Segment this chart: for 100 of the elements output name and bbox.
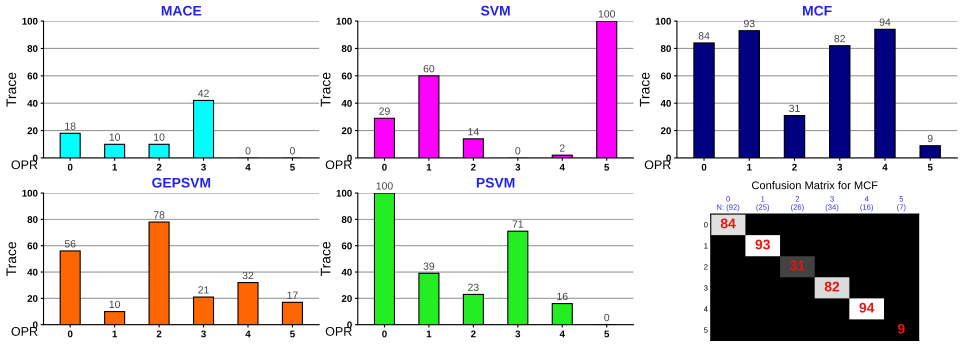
- x-tick-label: 2: [156, 164, 162, 171]
- x-tick-label: 5: [290, 164, 295, 171]
- data-label: 0: [290, 147, 295, 154]
- y-tick-label: 100: [656, 18, 671, 25]
- x-tick-label: 3: [515, 330, 520, 338]
- x-tick-label: 2: [156, 330, 162, 338]
- y-tick-label: 100: [22, 18, 38, 25]
- data-label: 78: [154, 211, 164, 219]
- chart-title: MCF: [803, 6, 832, 16]
- y-tick-label: 40: [660, 100, 671, 107]
- data-label: 100: [598, 10, 615, 18]
- data-label: 17: [287, 292, 298, 299]
- y-tick-label: 40: [342, 268, 352, 276]
- x-tick-label: 3: [201, 164, 206, 171]
- data-label: 42: [198, 90, 209, 97]
- x-tick-label: 5: [290, 330, 295, 338]
- x-tick-label: 3: [201, 330, 206, 338]
- data-label: 60: [424, 64, 434, 72]
- y-tick-label: 20: [342, 127, 352, 134]
- x-tick-label: 4: [560, 330, 565, 338]
- y-tick-label: 20: [342, 295, 352, 302]
- y-tick-label: 100: [336, 18, 352, 25]
- data-label: 14: [468, 128, 479, 136]
- x-tick-label: 5: [604, 164, 610, 171]
- y-tick-label: 80: [27, 45, 38, 52]
- data-label: 82: [824, 282, 840, 292]
- y-tick-label: 100: [22, 190, 38, 197]
- x-tick-label: 4: [882, 164, 888, 171]
- x-tick-label: 1: [747, 164, 752, 171]
- data-label: 0: [515, 147, 520, 154]
- y-tick-label: 60: [660, 72, 671, 80]
- data-label: 71: [512, 220, 524, 228]
- y-axis-title: Trace: [6, 242, 16, 276]
- y-axis-title: Trace: [320, 72, 330, 107]
- x-axis-title: OPR: [326, 160, 352, 170]
- data-label: 94: [859, 302, 874, 313]
- data-label: 100: [376, 182, 393, 190]
- data-label: 94: [880, 18, 890, 26]
- data-label: 9: [928, 134, 933, 142]
- y-tick-label: 100: [336, 190, 352, 197]
- y-tick-label: 60: [28, 72, 38, 80]
- x-tick-label: 4: [560, 164, 565, 171]
- data-label: 0: [604, 314, 610, 322]
- x-tick-label: 5: [928, 164, 933, 171]
- y-axis-title: Trace: [6, 72, 16, 107]
- x-tick-label: 3: [515, 164, 520, 171]
- y-tick-label: 0: [32, 321, 38, 328]
- data-label: 10: [110, 300, 120, 308]
- y-tick-label: 20: [660, 127, 671, 134]
- x-tick-label: 4: [245, 164, 251, 171]
- x-tick-label: 2: [470, 164, 476, 171]
- y-tick-label: 80: [342, 216, 352, 223]
- y-tick-label: 40: [27, 100, 38, 107]
- x-tick-label: 1: [112, 164, 118, 171]
- y-axis-title: Trace: [640, 72, 650, 107]
- data-label: 18: [65, 122, 76, 130]
- data-label: 32: [242, 272, 254, 280]
- data-label: 31: [789, 104, 800, 112]
- data-label: 93: [755, 240, 770, 250]
- x-tick-label: 1: [426, 164, 432, 171]
- x-axis-title: OPR: [644, 160, 671, 170]
- chart-title: GEPSVM: [152, 178, 210, 188]
- y-tick-label: 20: [27, 127, 38, 134]
- data-label: 93: [744, 20, 755, 28]
- chart-title: PSVM: [476, 178, 514, 188]
- x-tick-label: 0: [382, 164, 387, 171]
- y-tick-label: 0: [32, 154, 38, 162]
- data-label: 82: [834, 34, 845, 42]
- x-tick-label: 0: [68, 164, 72, 171]
- data-label: 84: [720, 218, 736, 228]
- y-tick-label: 80: [342, 45, 352, 52]
- y-tick-label: 20: [27, 295, 38, 302]
- x-axis-title: OPR: [326, 326, 352, 336]
- chart-title: Confusion Matrix for MCF: [752, 181, 878, 190]
- y-tick-label: 60: [342, 72, 352, 80]
- data-label: 84: [698, 32, 710, 40]
- data-label: 23: [468, 284, 479, 291]
- data-label: 39: [424, 262, 434, 270]
- x-tick-label: 5: [604, 330, 610, 338]
- data-label: 31: [790, 260, 805, 271]
- chart-title: SVM: [480, 6, 510, 16]
- x-tick-label: 3: [837, 164, 842, 171]
- data-label: 29: [379, 107, 390, 115]
- y-tick-label: 60: [28, 242, 38, 250]
- x-tick-label: 2: [470, 330, 476, 338]
- y-tick-label: 60: [342, 242, 352, 250]
- x-tick-label: 1: [426, 330, 432, 338]
- x-tick-label: 4: [245, 330, 251, 338]
- y-tick-label: 0: [666, 154, 671, 162]
- x-tick-label: 1: [112, 330, 118, 338]
- x-tick-label: 0: [382, 330, 387, 338]
- data-label: 10: [154, 133, 164, 141]
- chart-title: MACE: [162, 6, 202, 16]
- data-label: 56: [64, 240, 76, 248]
- x-axis-title: OPR: [12, 326, 38, 336]
- x-tick-label: 0: [68, 330, 72, 338]
- x-axis-title: OPR: [12, 160, 38, 170]
- y-tick-label: 80: [660, 45, 671, 52]
- x-tick-label: 2: [792, 164, 797, 171]
- data-label: 16: [557, 292, 568, 300]
